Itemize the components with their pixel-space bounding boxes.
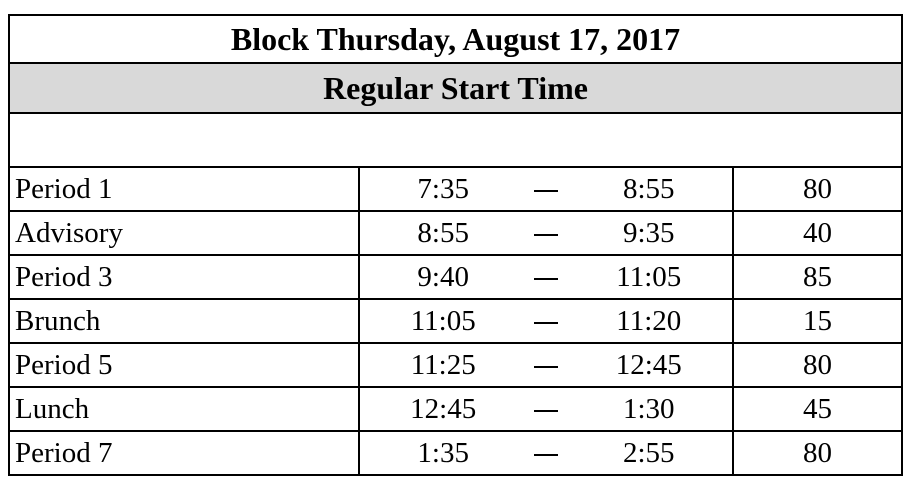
dash-separator — [526, 395, 565, 424]
end-time: 12:45 — [615, 348, 682, 381]
blank-row — [7, 112, 904, 168]
duration-minutes: 85 — [731, 254, 904, 300]
dash-separator — [526, 439, 565, 468]
subtitle-row: Regular Start Time — [7, 62, 904, 114]
period-name: Period 7 — [8, 430, 360, 476]
time-range: 11:05 11:20 — [358, 298, 734, 344]
duration-minutes: 80 — [731, 430, 904, 476]
start-time: 7:35 — [417, 172, 469, 205]
period-name: Lunch — [8, 386, 360, 432]
start-time: 12:45 — [410, 392, 477, 425]
schedule-subtitle: Regular Start Time — [7, 62, 904, 114]
end-time: 11:20 — [616, 304, 682, 337]
start-time: 11:25 — [410, 348, 476, 381]
start-time: 9:40 — [417, 260, 469, 293]
period-name: Period 1 — [8, 166, 360, 212]
time-range: 12:45 1:30 — [358, 386, 734, 432]
table-row: Brunch 11:05 11:20 15 — [8, 298, 904, 344]
time-range: 8:55 9:35 — [358, 210, 734, 256]
period-name: Brunch — [8, 298, 360, 344]
end-time: 1:30 — [623, 392, 675, 425]
period-name: Period 5 — [8, 342, 360, 388]
end-time: 9:35 — [623, 216, 675, 249]
blank-cell — [7, 112, 904, 168]
period-name: Advisory — [8, 210, 360, 256]
dash-separator — [526, 351, 565, 380]
time-range: 9:40 11:05 — [358, 254, 734, 300]
time-range: 1:35 2:55 — [358, 430, 734, 476]
title-row: Block Thursday, August 17, 2017 — [7, 14, 904, 64]
dash-separator — [526, 307, 565, 336]
duration-minutes: 80 — [731, 166, 904, 212]
period-name: Period 3 — [8, 254, 360, 300]
table-row: Period 3 9:40 11:05 85 — [8, 254, 904, 300]
start-time: 1:35 — [417, 436, 469, 469]
end-time: 2:55 — [623, 436, 675, 469]
start-time: 11:05 — [410, 304, 476, 337]
duration-minutes: 40 — [731, 210, 904, 256]
duration-minutes: 80 — [731, 342, 904, 388]
time-range: 11:25 12:45 — [358, 342, 734, 388]
table-row: Period 7 1:35 2:55 80 — [8, 430, 904, 476]
end-time: 8:55 — [623, 172, 675, 205]
end-time: 11:05 — [616, 260, 682, 293]
dash-separator — [526, 175, 565, 204]
table-row: Period 1 7:35 8:55 80 — [8, 166, 904, 212]
time-range: 7:35 8:55 — [358, 166, 734, 212]
bell-schedule-table: Block Thursday, August 17, 2017 Regular … — [7, 14, 904, 476]
table-row: Period 5 11:25 12:45 80 — [8, 342, 904, 388]
period-rows: Period 1 7:35 8:55 80 Advisory 8:55 9:35 40 Peri… — [8, 166, 904, 476]
start-time: 8:55 — [417, 216, 469, 249]
dash-separator — [526, 219, 565, 248]
dash-separator — [526, 263, 565, 292]
table-row: Advisory 8:55 9:35 40 — [8, 210, 904, 256]
duration-minutes: 45 — [731, 386, 904, 432]
table-row: Lunch 12:45 1:30 45 — [8, 386, 904, 432]
schedule-title: Block Thursday, August 17, 2017 — [7, 14, 904, 64]
duration-minutes: 15 — [731, 298, 904, 344]
